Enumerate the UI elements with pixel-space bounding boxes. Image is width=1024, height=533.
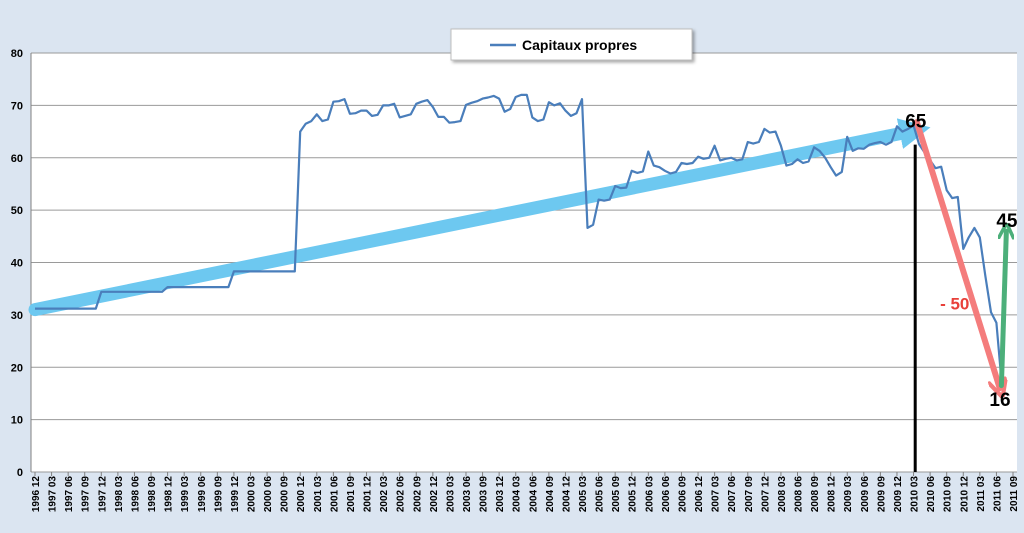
rebound-arrow <box>1001 231 1006 389</box>
x-tick-label: 2005 06 <box>595 476 606 513</box>
x-tick-label: 2005 03 <box>578 476 589 513</box>
x-tick-label: 2009 06 <box>860 476 871 513</box>
x-tick-label: 2003 06 <box>462 476 473 513</box>
x-tick-label: 2004 03 <box>512 476 523 513</box>
x-tick-label: 2008 06 <box>794 476 805 513</box>
drop-arrow <box>913 119 1000 388</box>
x-tick-label: 2002 06 <box>396 476 407 513</box>
y-tick-label: 50 <box>11 205 23 217</box>
x-tick-label: 2010 12 <box>959 476 970 513</box>
x-tick-label: 2009 12 <box>893 476 904 513</box>
x-tick-label: 2003 03 <box>445 476 456 513</box>
x-tick-label: 2008 09 <box>810 476 821 513</box>
x-tick-label: 2007 03 <box>711 476 722 513</box>
x-tick-label: 2010 09 <box>943 476 954 513</box>
x-tick-label: 1999 03 <box>180 476 191 513</box>
y-tick-label: 30 <box>11 310 23 322</box>
x-tick-label: 2004 06 <box>528 476 539 513</box>
x-tick-label: 2003 09 <box>479 476 490 513</box>
x-tick-label: 1998 12 <box>164 476 175 513</box>
x-tick-label: 2001 06 <box>329 476 340 513</box>
x-tick-label: 2010 03 <box>910 476 921 513</box>
x-tick-label: 2010 06 <box>926 476 937 513</box>
x-tick-label: 2005 09 <box>611 476 622 513</box>
x-tick-label: 2001 09 <box>346 476 357 513</box>
x-tick-label: 2000 06 <box>263 476 274 513</box>
x-tick-label: 2008 12 <box>827 476 838 513</box>
trough-value-label: 16 <box>989 390 1010 411</box>
y-tick-label: 10 <box>11 415 23 427</box>
x-tick-label: 2001 12 <box>363 476 374 513</box>
y-tick-label: 80 <box>11 48 23 60</box>
x-tick-label: 1997 12 <box>97 476 108 513</box>
rebound-value-label: 45 <box>996 211 1018 232</box>
x-tick-label: 2002 09 <box>412 476 423 513</box>
y-tick-label: 40 <box>11 258 23 270</box>
x-tick-label: 2000 12 <box>296 476 307 513</box>
trend-arrow-up <box>28 118 931 317</box>
x-tick-label: 1997 06 <box>64 476 75 513</box>
x-tick-label: 2002 12 <box>429 476 440 513</box>
x-axis-ticks: 1996 12 1997 03 1997 06 1997 09 1997 12 1998 … <box>31 472 1020 512</box>
x-tick-label: 1998 09 <box>147 476 158 513</box>
y-tick-label: 0 <box>17 467 23 479</box>
y-axis-ticks: 0 10 20 30 40 50 60 70 80 <box>11 48 23 479</box>
y-tick-label: 20 <box>11 362 23 374</box>
x-tick-label: 1998 03 <box>114 476 125 513</box>
x-tick-label: 2007 09 <box>744 476 755 513</box>
x-tick-label: 1999 06 <box>197 476 208 513</box>
x-tick-label: 2006 06 <box>661 476 672 513</box>
peak-value-label: 65 <box>905 112 927 133</box>
x-tick-label: 1999 09 <box>213 476 224 513</box>
x-tick-label: 2000 03 <box>246 476 257 513</box>
x-tick-label: 2000 09 <box>280 476 291 513</box>
x-tick-label: 2001 03 <box>313 476 324 513</box>
x-tick-label: 2011 09 <box>1009 476 1020 512</box>
x-tick-label: 2009 09 <box>876 476 887 513</box>
x-tick-label: 2011 03 <box>976 476 987 512</box>
x-tick-label: 2002 03 <box>379 476 390 513</box>
x-tick-label: 2008 03 <box>777 476 788 513</box>
x-tick-label: 2005 12 <box>628 476 639 513</box>
x-tick-label: 1997 09 <box>81 476 92 513</box>
x-tick-label: 2004 12 <box>561 476 572 513</box>
x-tick-label: 2007 12 <box>760 476 771 513</box>
series-capitaux-propres-line <box>35 93 1003 386</box>
legend-label: Capitaux propres <box>522 37 637 53</box>
x-tick-label: 2006 03 <box>644 476 655 513</box>
x-tick-label: 2009 03 <box>843 476 854 513</box>
x-tick-label: 2003 12 <box>495 476 506 513</box>
y-tick-label: 60 <box>11 153 23 165</box>
x-tick-label: 2007 06 <box>727 476 738 513</box>
x-tick-label: 2004 09 <box>545 476 556 513</box>
y-tick-label: 70 <box>11 100 23 112</box>
x-tick-label: 2006 09 <box>677 476 688 513</box>
x-tick-label: 1999 12 <box>230 476 241 513</box>
drop-amount-label: - 50 <box>940 294 969 313</box>
x-tick-label: 1996 12 <box>31 476 42 513</box>
x-tick-label: 2006 12 <box>694 476 705 513</box>
x-tick-label: 1998 06 <box>130 476 141 513</box>
x-tick-label: 2011 06 <box>992 476 1003 512</box>
x-tick-label: 1997 03 <box>48 476 59 513</box>
